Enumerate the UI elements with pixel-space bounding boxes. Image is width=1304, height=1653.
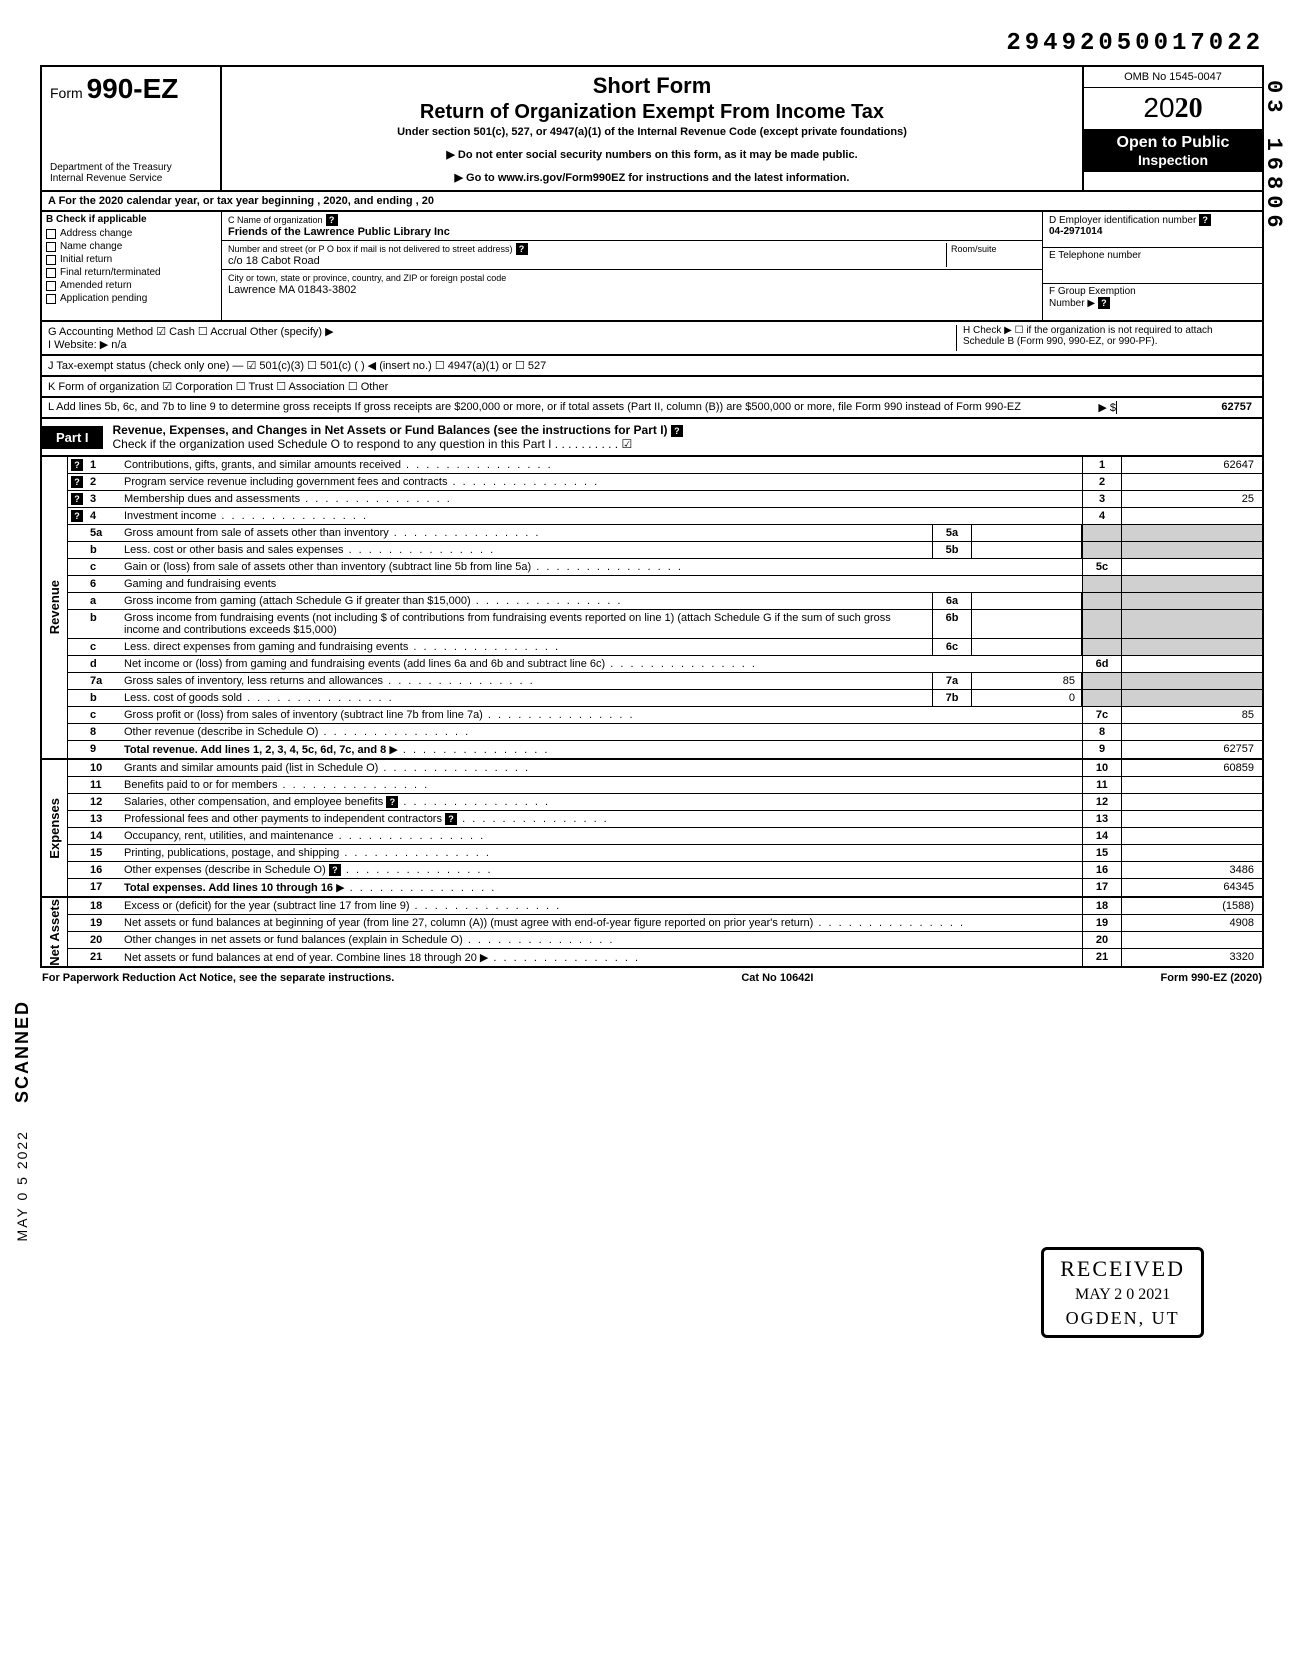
scanned-stamp: MAY 0 5 2022 SCANNED	[12, 1000, 33, 1241]
help-icon[interactable]: ?	[671, 425, 683, 437]
help-icon[interactable]: ?	[1199, 214, 1211, 226]
line-1-val: 62647	[1122, 457, 1262, 473]
col-b: B Check if applicable Address change Nam…	[42, 212, 222, 320]
meta-grid: B Check if applicable Address change Nam…	[40, 212, 1264, 322]
line-k: K Form of organization ☑ Corporation ☐ T…	[40, 377, 1264, 398]
line-g-i: G Accounting Method ☑ Cash ☐ Accrual Oth…	[40, 322, 1264, 356]
help-icon[interactable]: ?	[516, 243, 528, 255]
line-7a-val: 85	[972, 673, 1082, 689]
org-name: Friends of the Lawrence Public Library I…	[228, 226, 450, 238]
org-city: Lawrence MA 01843-3802	[228, 284, 356, 296]
title-return: Return of Organization Exempt From Incom…	[232, 101, 1072, 124]
line-a: A For the 2020 calendar year, or tax yea…	[40, 192, 1264, 212]
form-number: Form 990-EZ	[50, 73, 212, 105]
arrow-line-2: Go to www.irs.gov/Form990EZ for instruct…	[232, 171, 1072, 184]
line-18-val: (1588)	[1122, 898, 1262, 914]
chk-final-return[interactable]: Final return/terminated	[42, 266, 221, 279]
ein: 04-2971014	[1049, 226, 1102, 237]
line-7b-val: 0	[972, 690, 1082, 706]
line-3-val: 25	[1122, 491, 1262, 507]
part-1-header: Part I Revenue, Expenses, and Changes in…	[40, 419, 1264, 457]
line-9-val: 62757	[1122, 741, 1262, 758]
chk-name-change[interactable]: Name change	[42, 240, 221, 253]
form-header: Form 990-EZ Department of the Treasury I…	[40, 65, 1264, 192]
dept: Department of the Treasury Internal Reve…	[50, 162, 212, 184]
chk-initial-return[interactable]: Initial return	[42, 253, 221, 266]
chk-application-pending[interactable]: Application pending	[42, 292, 221, 305]
help-icon[interactable]: ?	[1098, 297, 1110, 309]
line-16-val: 3486	[1122, 862, 1262, 878]
gross-receipts: 62757	[1116, 401, 1256, 414]
col-c: C Name of organization ? Friends of the …	[222, 212, 1042, 320]
line-j: J Tax-exempt status (check only one) — ☑…	[40, 356, 1264, 377]
chk-amended-return[interactable]: Amended return	[42, 279, 221, 292]
page-footer: For Paperwork Reduction Act Notice, see …	[40, 968, 1264, 988]
received-stamp: RECEIVED MAY 2 0 2021 OGDEN, UT	[1041, 1247, 1204, 1338]
org-address: c/o 18 Cabot Road	[228, 255, 320, 267]
arrow-line-1: Do not enter social security numbers on …	[232, 148, 1072, 161]
netassets-section: Net Assets 18Excess or (deficit) for the…	[40, 898, 1264, 968]
omb-number: OMB No 1545-0047	[1084, 67, 1262, 88]
subtitle: Under section 501(c), 527, or 4947(a)(1)…	[232, 126, 1072, 138]
expenses-section: Expenses 10Grants and similar amounts pa…	[40, 760, 1264, 898]
chk-address-change[interactable]: Address change	[42, 227, 221, 240]
col-de: D Employer identification number ? 04-29…	[1042, 212, 1262, 320]
revenue-section: Revenue ?1Contributions, gifts, grants, …	[40, 457, 1264, 760]
line-l: L Add lines 5b, 6c, and 7b to line 9 to …	[40, 398, 1264, 419]
help-icon[interactable]: ?	[326, 214, 338, 226]
line-17-val: 64345	[1122, 879, 1262, 896]
line-21-val: 3320	[1122, 949, 1262, 966]
line-7c-val: 85	[1122, 707, 1262, 723]
line-19-val: 4908	[1122, 915, 1262, 931]
tax-year: 2020	[1084, 88, 1262, 130]
side-number: 03 16806	[1261, 80, 1286, 234]
title-short-form: Short Form	[232, 73, 1072, 99]
line-10-val: 60859	[1122, 760, 1262, 776]
dln-number: 29492050017022	[40, 30, 1264, 57]
open-to-public: Open to Public Inspection	[1084, 130, 1262, 172]
